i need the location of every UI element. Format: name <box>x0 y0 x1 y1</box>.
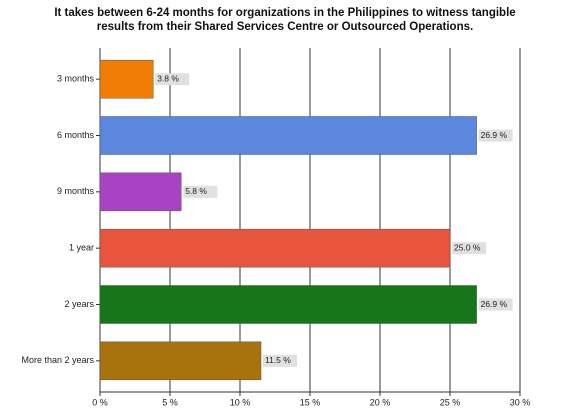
value-label: 11.5 % <box>265 355 291 365</box>
x-tick-label: 10 % <box>230 397 251 407</box>
y-tick-label: More than 2 years <box>21 355 94 365</box>
value-label-bg <box>263 354 297 367</box>
value-label-bg <box>452 242 486 255</box>
y-tick-label: 9 months <box>57 186 95 196</box>
value-label-bg <box>183 185 218 198</box>
x-tick-label: 30 % <box>510 397 531 407</box>
value-label: 25.0 % <box>454 242 481 252</box>
bar <box>99 341 262 381</box>
value-label-bg <box>155 73 190 86</box>
x-tick-label: 0 % <box>92 397 108 407</box>
value-label-bg <box>478 129 513 142</box>
bar <box>99 285 477 324</box>
bar <box>99 59 154 99</box>
value-label: 5.8 % <box>185 186 207 196</box>
bar <box>99 228 451 268</box>
bar <box>99 172 182 212</box>
bar <box>99 116 477 155</box>
chart-title: It takes between 6-24 months for organiz… <box>54 7 516 33</box>
x-tick-label: 25 % <box>440 397 461 407</box>
x-tick-label: 20 % <box>370 397 391 407</box>
x-tick-label: 5 % <box>162 397 178 407</box>
x-tick-label: 15 % <box>300 397 321 407</box>
value-label: 26.9 % <box>481 130 508 140</box>
y-tick-label: 3 months <box>57 74 95 84</box>
value-label: 3.8 % <box>157 73 179 83</box>
y-tick-label: 1 year <box>69 243 94 253</box>
y-tick-label: 6 months <box>57 130 95 140</box>
value-label-bg <box>478 298 513 311</box>
y-tick-label: 2 years <box>64 299 94 309</box>
value-label: 26.9 % <box>481 299 508 309</box>
